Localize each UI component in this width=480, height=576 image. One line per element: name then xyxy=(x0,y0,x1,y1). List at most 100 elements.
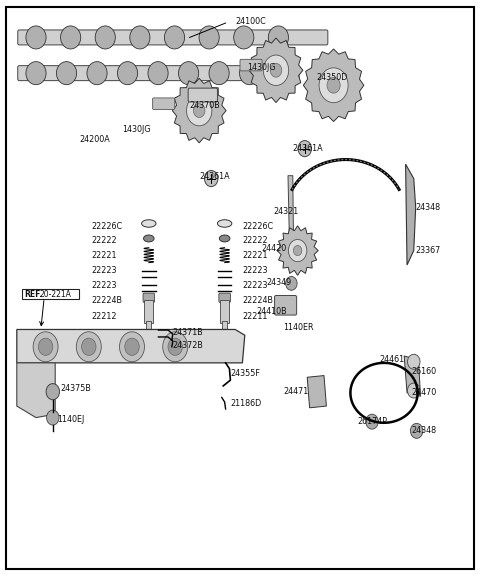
Polygon shape xyxy=(249,38,303,103)
Text: 22223: 22223 xyxy=(242,266,268,275)
Circle shape xyxy=(168,338,182,355)
Text: 24370B: 24370B xyxy=(190,101,220,111)
Polygon shape xyxy=(172,78,226,143)
Polygon shape xyxy=(17,329,245,363)
Ellipse shape xyxy=(165,26,185,49)
Text: 22224B: 22224B xyxy=(242,296,274,305)
Polygon shape xyxy=(17,363,55,418)
Text: 22211: 22211 xyxy=(242,312,268,321)
Polygon shape xyxy=(307,376,326,408)
Circle shape xyxy=(76,332,101,362)
Ellipse shape xyxy=(118,62,138,85)
Text: 24321: 24321 xyxy=(274,207,299,217)
Ellipse shape xyxy=(219,235,230,242)
Ellipse shape xyxy=(199,26,219,49)
Ellipse shape xyxy=(95,26,115,49)
Text: 1140EJ: 1140EJ xyxy=(58,415,85,424)
Text: 24471: 24471 xyxy=(283,387,309,396)
Polygon shape xyxy=(288,176,294,265)
Text: REF.: REF. xyxy=(24,290,42,298)
Circle shape xyxy=(327,77,340,93)
Text: 24349: 24349 xyxy=(266,278,292,287)
Circle shape xyxy=(366,414,378,429)
Polygon shape xyxy=(277,226,318,275)
Ellipse shape xyxy=(60,26,81,49)
Ellipse shape xyxy=(268,26,288,49)
Text: 24100C: 24100C xyxy=(235,17,266,26)
Ellipse shape xyxy=(209,62,229,85)
Text: 24410B: 24410B xyxy=(257,306,288,316)
Ellipse shape xyxy=(179,62,199,85)
Text: 1430JG: 1430JG xyxy=(122,125,151,134)
FancyBboxPatch shape xyxy=(222,321,227,346)
Circle shape xyxy=(120,332,144,362)
Ellipse shape xyxy=(144,235,154,242)
Ellipse shape xyxy=(26,62,46,85)
Text: 24361A: 24361A xyxy=(199,172,230,181)
Text: 26174P: 26174P xyxy=(358,417,388,426)
FancyBboxPatch shape xyxy=(240,59,262,71)
Circle shape xyxy=(187,96,212,126)
FancyBboxPatch shape xyxy=(219,293,230,302)
Text: 1430JG: 1430JG xyxy=(247,63,276,73)
Circle shape xyxy=(408,383,420,398)
Circle shape xyxy=(82,338,96,355)
Circle shape xyxy=(204,170,218,187)
Circle shape xyxy=(270,63,282,77)
Circle shape xyxy=(298,141,312,157)
FancyBboxPatch shape xyxy=(220,300,229,323)
Text: 23367: 23367 xyxy=(415,246,441,255)
Circle shape xyxy=(163,332,188,362)
Ellipse shape xyxy=(234,26,254,49)
Polygon shape xyxy=(303,49,364,122)
Circle shape xyxy=(410,423,423,438)
Ellipse shape xyxy=(217,220,232,227)
Ellipse shape xyxy=(148,62,168,85)
Text: 24470: 24470 xyxy=(412,388,437,397)
Text: 26160: 26160 xyxy=(412,367,437,376)
Text: 22222: 22222 xyxy=(242,236,268,245)
Ellipse shape xyxy=(57,62,77,85)
Circle shape xyxy=(293,245,302,256)
Text: 22223: 22223 xyxy=(91,281,117,290)
FancyBboxPatch shape xyxy=(275,295,297,315)
Circle shape xyxy=(33,332,58,362)
FancyBboxPatch shape xyxy=(18,30,328,45)
Text: 24200A: 24200A xyxy=(79,135,110,144)
Polygon shape xyxy=(404,356,420,396)
Circle shape xyxy=(264,55,288,85)
Circle shape xyxy=(286,276,297,290)
Text: 22223: 22223 xyxy=(91,266,117,275)
Text: 24461: 24461 xyxy=(379,355,404,365)
Text: 22221: 22221 xyxy=(242,251,268,260)
Text: 24420: 24420 xyxy=(262,244,287,253)
Circle shape xyxy=(47,410,59,425)
Text: 24361A: 24361A xyxy=(293,144,324,153)
Text: 24348: 24348 xyxy=(412,426,437,435)
Text: 22224B: 22224B xyxy=(91,296,122,305)
Circle shape xyxy=(38,338,53,355)
Circle shape xyxy=(288,240,307,262)
Text: 20-221A: 20-221A xyxy=(40,290,72,298)
Text: 24355F: 24355F xyxy=(230,369,260,378)
Circle shape xyxy=(46,384,60,400)
Text: 22212: 22212 xyxy=(91,312,117,321)
FancyBboxPatch shape xyxy=(146,321,151,346)
FancyBboxPatch shape xyxy=(144,300,153,323)
FancyBboxPatch shape xyxy=(153,98,175,109)
FancyBboxPatch shape xyxy=(188,88,217,102)
Circle shape xyxy=(408,354,420,369)
Text: 24350D: 24350D xyxy=(317,73,348,82)
FancyBboxPatch shape xyxy=(18,66,299,81)
Ellipse shape xyxy=(240,62,260,85)
Text: 22221: 22221 xyxy=(91,251,117,260)
Text: 1140ER: 1140ER xyxy=(283,323,314,332)
Ellipse shape xyxy=(87,62,107,85)
Text: 24375B: 24375B xyxy=(60,384,91,393)
Text: 22223: 22223 xyxy=(242,281,268,290)
Circle shape xyxy=(319,68,348,103)
FancyBboxPatch shape xyxy=(143,293,155,302)
Text: 24372B: 24372B xyxy=(173,341,204,350)
Text: 22222: 22222 xyxy=(91,236,117,245)
Text: 24371B: 24371B xyxy=(173,328,204,338)
